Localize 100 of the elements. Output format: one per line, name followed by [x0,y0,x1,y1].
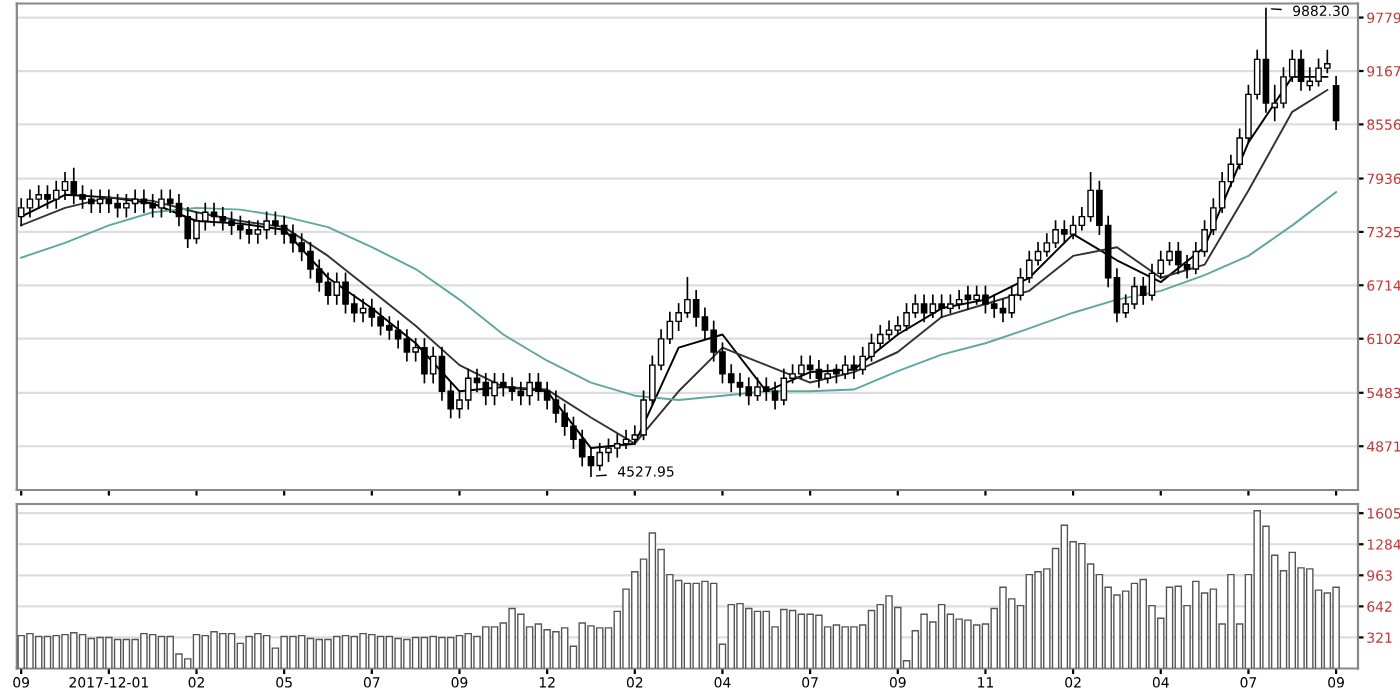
candlestick [929,294,937,318]
bar [385,635,394,669]
candlestick [1043,233,1051,257]
line-series [20,191,1338,402]
bar [867,609,876,669]
candlestick [508,377,516,401]
candlestick [298,233,306,262]
candlestick [131,189,139,214]
bar [490,626,499,669]
bar [744,607,753,669]
bar [148,633,157,669]
candlestick [561,403,569,436]
bar [797,613,806,669]
bar [709,582,718,669]
bar [788,609,797,669]
candlestick [245,220,253,244]
bar [1209,588,1218,669]
candlestick [859,346,867,375]
bar [1165,586,1174,669]
candlestick [429,346,437,384]
candlestick [166,189,174,214]
candlestick [780,368,788,406]
bar [420,636,429,669]
candlestick [771,381,779,410]
bar [262,634,271,669]
candlestick [543,381,551,410]
candlestick [806,355,814,380]
bar [762,610,771,669]
candlestick [762,377,770,401]
candlestick [1148,263,1156,301]
bar [78,633,87,669]
candlestick [1069,215,1077,240]
candlestick [289,224,297,253]
bar [52,634,61,669]
bar [876,603,885,669]
candlestick [315,259,323,292]
bar [446,636,455,669]
candlestick [885,320,893,340]
candlestick [87,189,95,214]
bar [1121,590,1130,669]
bar [464,632,473,669]
candlestick [403,329,411,362]
bar [648,532,657,669]
candlestick [894,316,902,336]
candlestick [324,272,332,305]
candlestick [552,390,560,423]
bar [34,635,43,669]
candlestick [140,189,148,214]
bar [455,634,464,669]
candlestick [254,220,262,244]
bar [595,627,604,669]
bar [227,632,236,669]
candlestick [26,189,34,218]
candlestick [394,320,402,349]
candlestick [1139,276,1147,305]
candlestick [1174,241,1182,275]
candlestick [105,189,113,214]
candlestick [955,290,963,310]
bar [297,634,306,669]
candlestick [841,355,849,380]
candlestick [692,290,700,327]
bar [1288,551,1297,669]
bar [534,623,543,669]
bar [192,633,201,669]
candlestick [990,294,998,318]
candlestick [219,207,227,231]
candlestick [973,285,981,305]
candlestick [499,372,507,397]
bar [122,638,131,669]
bar [560,627,569,669]
candlestick [911,294,919,318]
candlestick [333,272,341,305]
bar [972,624,981,669]
bar [937,603,946,669]
candlestick [1008,285,1016,318]
bar [1130,582,1139,669]
candlestick [850,355,858,380]
bar [1060,524,1069,669]
candlestick [184,207,192,249]
candlestick [1183,255,1191,279]
candlestick [920,294,928,323]
bar [674,579,683,669]
candlestick [280,215,288,244]
candlestick [61,172,69,200]
bar [753,610,762,669]
bar [1025,573,1034,669]
bar [1174,585,1183,669]
candlestick [1332,76,1340,131]
candlestick [368,298,376,327]
bar [376,635,385,669]
candlestick [438,346,446,401]
candlestick [464,368,472,410]
bar [1323,592,1332,669]
candlestick [96,189,104,214]
candlestick [736,372,744,397]
bar [411,636,420,669]
candlestick [815,359,823,388]
candlestick [35,185,43,209]
bar [350,635,359,669]
bar [1332,586,1340,669]
